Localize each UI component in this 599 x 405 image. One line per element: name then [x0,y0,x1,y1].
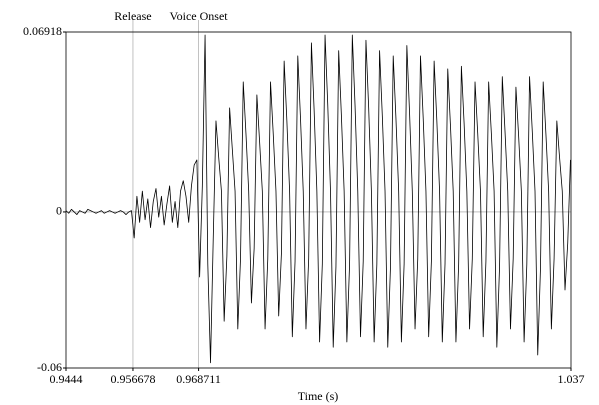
x-tick-label: 0.968711 [176,372,221,386]
waveform [65,34,571,364]
y-tick-label: 0 [56,204,62,218]
x-tick-label: 1.037 [558,372,585,386]
x-tick-label: 0.9444 [50,372,83,386]
y-tick-label: -0.06 [37,360,62,374]
annotation-label: Voice Onset [170,9,229,23]
y-tick-label: 0.06918 [23,24,62,38]
plot-frame [65,31,572,369]
x-tick-label: 0.956678 [110,372,155,386]
x-axis-label: Time (s) [298,389,339,403]
annotation-label: Release [114,9,151,23]
